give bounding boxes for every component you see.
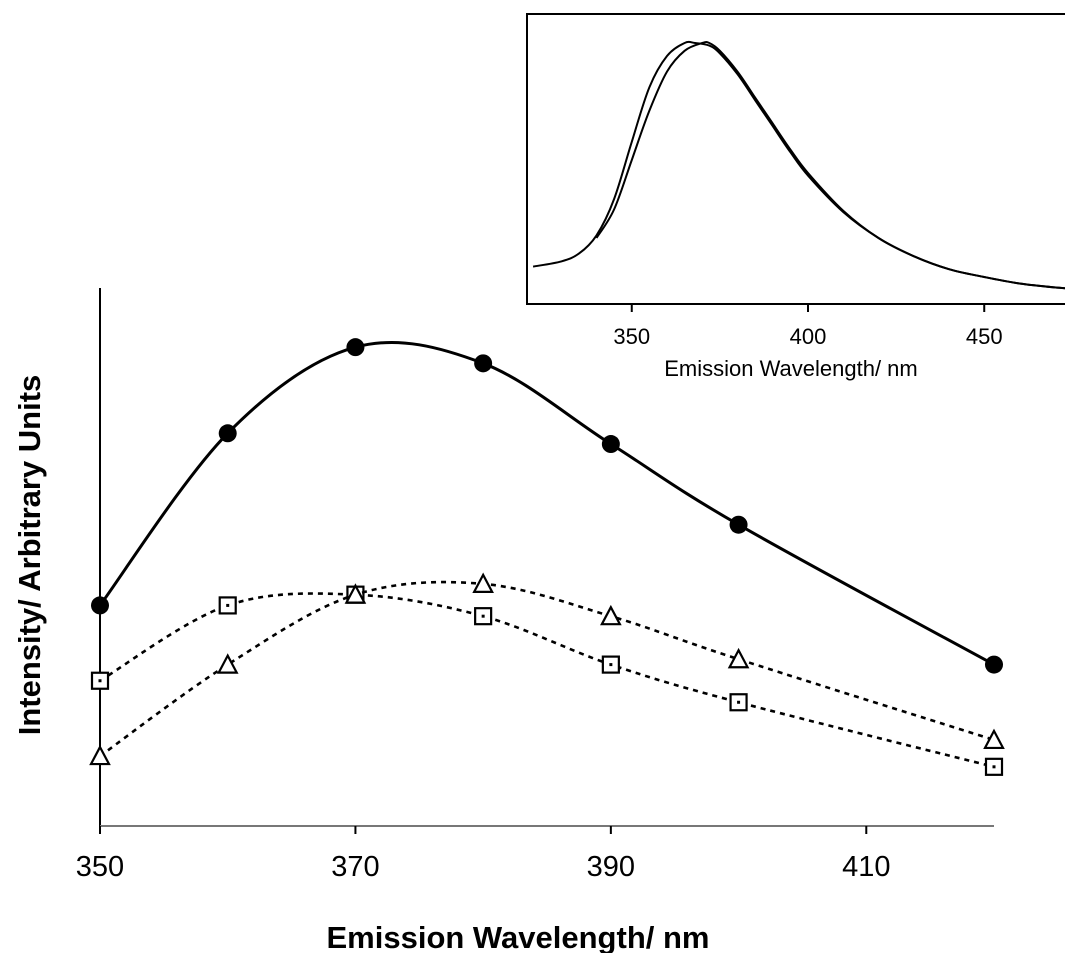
data-point-open-square [218, 596, 237, 615]
data-point-filled-circle [346, 338, 365, 357]
data-point-open-triangle [216, 653, 239, 674]
data-point-open-triangle [600, 604, 622, 626]
inset-plot: 350 400 450 Emission Wavelength/ nm [526, 13, 1065, 381]
main-x-axis-label: Emission Wavelength/ nm [327, 920, 710, 953]
main-series [89, 338, 1005, 776]
data-point-filled-circle [729, 515, 748, 534]
inset-spectrum-line-2 [595, 41, 1065, 290]
data-point-filled-circle [985, 655, 1003, 674]
inset-series [532, 40, 1065, 290]
main-x-tick-label: 390 [587, 851, 635, 883]
data-point-open-square [984, 757, 1004, 776]
inset-axes: 350 400 450 [613, 304, 1003, 349]
inset-x-tick-label: 350 [613, 324, 650, 349]
inset-x-tick-label: 400 [790, 324, 827, 349]
data-point-filled-circle [91, 596, 109, 615]
main-y-axis-label: Intensity/ Arbitrary Units [12, 375, 47, 736]
square-marker-dot [992, 765, 996, 769]
data-point-open-square [601, 655, 620, 674]
data-point-open-square [90, 671, 110, 690]
data-point-filled-circle [601, 435, 620, 454]
main-x-tick-label: 350 [76, 851, 124, 883]
data-point-open-triangle [344, 583, 367, 604]
data-point-open-triangle [727, 647, 750, 669]
data-point-open-triangle [472, 572, 494, 594]
data-point-open-triangle [983, 728, 1005, 750]
main-x-tick-label: 370 [331, 851, 379, 883]
square-marker-dot [98, 679, 102, 683]
data-point-open-square [474, 607, 493, 626]
series-line-filled-circle [98, 341, 995, 666]
main-x-tick-label: 410 [842, 851, 890, 883]
data-point-filled-circle [474, 354, 493, 373]
square-marker-dot [737, 700, 741, 704]
data-point-open-square [729, 693, 748, 712]
square-marker-dot [226, 603, 230, 607]
main-axes: 350 370 390 410 [76, 288, 994, 883]
series-line-open-square [99, 592, 995, 769]
main-plot: 350 370 390 410 Emission Wavelength/ nm Int… [12, 288, 1005, 953]
square-marker-dot [609, 663, 613, 667]
inset-x-axis-label: Emission Wavelength/ nm [664, 356, 918, 381]
data-point-open-triangle [89, 744, 111, 766]
square-marker-dot [481, 614, 485, 618]
data-point-filled-circle [218, 424, 237, 443]
inset-x-tick-label: 450 [966, 324, 1003, 349]
